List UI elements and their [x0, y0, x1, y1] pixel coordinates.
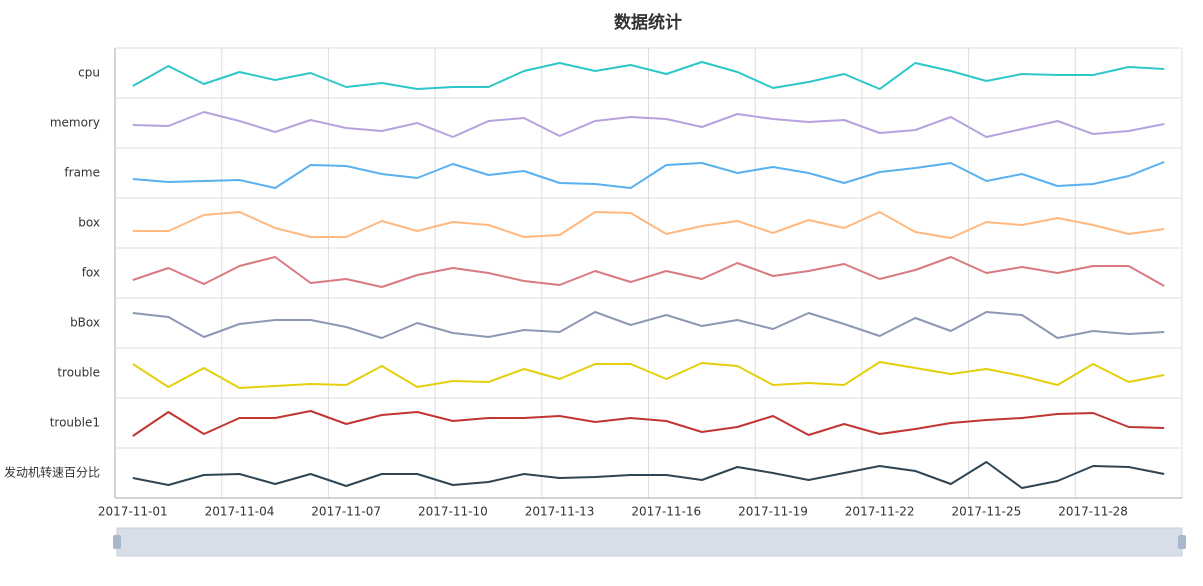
series-line	[132, 311, 1165, 339]
x-tick-label: 2017-11-25	[952, 505, 1022, 519]
row-label: bBox	[70, 316, 100, 330]
row-label: trouble1	[50, 416, 100, 430]
row-label: frame	[64, 166, 100, 180]
x-tick-label: 2017-11-28	[1058, 505, 1128, 519]
series-line	[132, 211, 1165, 239]
x-tick-label: 2017-11-22	[845, 505, 915, 519]
row-label: fox	[82, 266, 100, 280]
x-tick-label: 2017-11-10	[418, 505, 488, 519]
row-label: box	[78, 216, 100, 230]
x-tick-label: 2017-11-13	[525, 505, 595, 519]
series-line	[132, 161, 1165, 189]
series-line	[132, 461, 1165, 489]
x-tick-label: 2017-11-19	[738, 505, 808, 519]
zoom-handle[interactable]	[113, 535, 121, 549]
row-label: 发动机转速百分比	[4, 465, 100, 480]
row-label: cpu	[78, 66, 100, 80]
data-zoom[interactable]	[113, 527, 1186, 557]
series-line	[132, 361, 1165, 389]
zoom-track[interactable]	[116, 527, 1183, 557]
x-tick-label: 2017-11-07	[311, 505, 381, 519]
series-line	[132, 256, 1165, 288]
series-line	[132, 410, 1165, 437]
x-tick-label: 2017-11-04	[205, 505, 275, 519]
x-tick-label: 2017-11-01	[98, 505, 168, 519]
chart-title: 数据统计	[614, 12, 682, 33]
x-tick-label: 2017-11-16	[631, 505, 701, 519]
zoom-handle[interactable]	[1178, 535, 1186, 549]
series-line	[132, 61, 1165, 90]
row-label: memory	[50, 116, 100, 130]
series-line	[132, 111, 1165, 138]
row-label: trouble	[57, 366, 100, 380]
